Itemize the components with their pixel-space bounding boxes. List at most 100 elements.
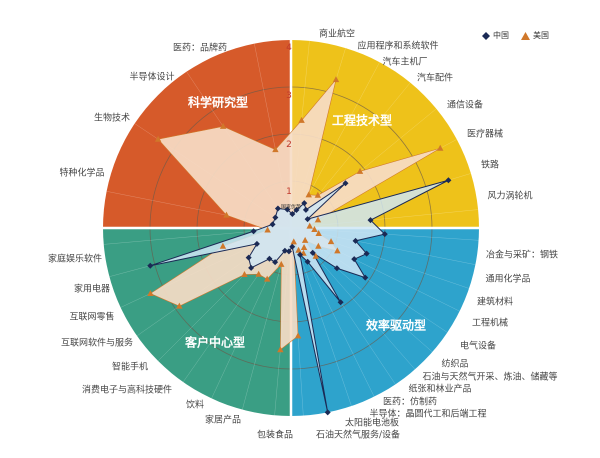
usa-point	[298, 116, 305, 123]
usa-point	[301, 236, 309, 243]
category-label: 通用化学品	[485, 274, 531, 285]
usa-point	[263, 275, 271, 282]
series-china-line	[150, 179, 449, 413]
china-point	[266, 255, 273, 262]
china-point	[272, 259, 279, 266]
r-tick-2: 2	[286, 140, 292, 150]
category-label: 应用程序和系统软件	[357, 41, 439, 52]
legend-item-china: 中国	[482, 30, 509, 41]
china-point	[301, 200, 308, 207]
china-point	[272, 214, 279, 221]
category-label: 智能手机	[111, 362, 149, 373]
legend-item-usa: 美国	[521, 30, 549, 41]
china-point	[367, 217, 374, 224]
triangle-icon	[521, 31, 530, 40]
category-label: 石油天然气服务/设备	[315, 430, 401, 441]
legend: 中国 美国	[482, 30, 549, 41]
category-label: 纺织品	[441, 359, 469, 370]
usa-point	[314, 216, 322, 223]
china-point	[337, 299, 344, 306]
category-label: 医药：仿制药	[382, 397, 438, 408]
category-label: 饮料	[185, 400, 205, 411]
category-label: 包装食品	[256, 430, 294, 441]
category-label: 风力涡轮机	[487, 191, 533, 202]
china-point	[363, 250, 370, 257]
category-label: 汽车配件	[416, 73, 454, 84]
category-label: 半导体设计	[129, 72, 175, 83]
usa-point	[223, 211, 230, 218]
category-label: 互联网零售	[69, 312, 115, 323]
category-label: 电气设备	[459, 341, 497, 352]
quadrant-sector	[291, 40, 479, 228]
category-label: 半导体：晶圆代工和后端工程	[369, 409, 487, 420]
china-point	[324, 409, 331, 416]
usa-point	[295, 246, 302, 253]
china-point	[362, 274, 369, 281]
china-point	[289, 210, 296, 217]
category-label: 特种化学品	[59, 168, 105, 179]
usa-point	[147, 290, 154, 297]
usa-point	[294, 332, 302, 339]
usa-point	[305, 191, 312, 198]
china-point	[293, 207, 300, 214]
usa-point	[314, 191, 322, 198]
china-point	[274, 205, 281, 212]
quadrant-title-engineering: 工程技术型	[331, 113, 393, 128]
usa-point	[255, 270, 262, 277]
category-label: 互联网软件与服务	[60, 338, 134, 349]
category-label: 通信设备	[446, 100, 484, 111]
usa-point	[437, 144, 444, 151]
diamond-icon	[482, 31, 490, 40]
quadrant-title-customer: 客户中心型	[184, 335, 246, 350]
r-tick-3: 3	[286, 91, 292, 101]
china-point	[289, 243, 296, 250]
category-label: 建筑材料	[476, 297, 514, 308]
china-point	[297, 251, 304, 258]
usa-point	[290, 238, 297, 245]
china-point	[253, 240, 260, 247]
legend-label: 美国	[533, 31, 549, 40]
china-point	[285, 248, 292, 255]
r-tick-1: 1	[286, 187, 292, 197]
category-label: 太阳能电池板	[344, 418, 400, 429]
usa-point	[219, 242, 227, 249]
category-label: 家用电器	[73, 284, 111, 295]
center-label: 国家优势	[280, 204, 302, 211]
category-label: 家庭娱乐软件	[47, 254, 103, 265]
category-label: 医疗器械	[466, 129, 504, 140]
usa-point	[315, 242, 322, 249]
category-label: 消费电子与高科技硬件	[81, 385, 173, 396]
china-point	[381, 231, 388, 238]
usa-point	[311, 226, 318, 233]
category-label: 生物技术	[93, 113, 131, 124]
china-point	[333, 265, 340, 272]
category-label: 石油与天然气开采、炼油、储藏等	[422, 372, 558, 383]
china-point	[304, 258, 311, 265]
usa-point	[272, 146, 279, 153]
category-label: 汽车主机厂	[382, 57, 428, 68]
china-point	[281, 247, 288, 254]
usa-point	[356, 167, 364, 174]
category-label: 商业航空	[318, 29, 356, 40]
usa-point	[219, 122, 227, 129]
usa-point	[277, 346, 284, 353]
legend-label: 中国	[493, 31, 509, 40]
quadrant-title-efficiency: 效率驱动型	[365, 318, 427, 333]
category-label: 铁路	[480, 160, 500, 171]
china-point	[309, 249, 316, 256]
usa-point	[176, 302, 183, 309]
china-point	[245, 254, 252, 261]
usa-point	[332, 76, 340, 83]
china-point	[147, 262, 154, 269]
usa-point	[264, 226, 271, 233]
china-point	[302, 206, 309, 213]
category-label: 纸张和林业产品	[408, 384, 472, 395]
china-point	[269, 221, 276, 228]
china-point	[351, 256, 358, 263]
china-point	[250, 228, 257, 235]
category-label: 冶金与采矿：钢铁	[485, 250, 559, 261]
china-point	[248, 264, 255, 271]
usa-point	[241, 271, 248, 278]
usa-point	[315, 230, 322, 237]
